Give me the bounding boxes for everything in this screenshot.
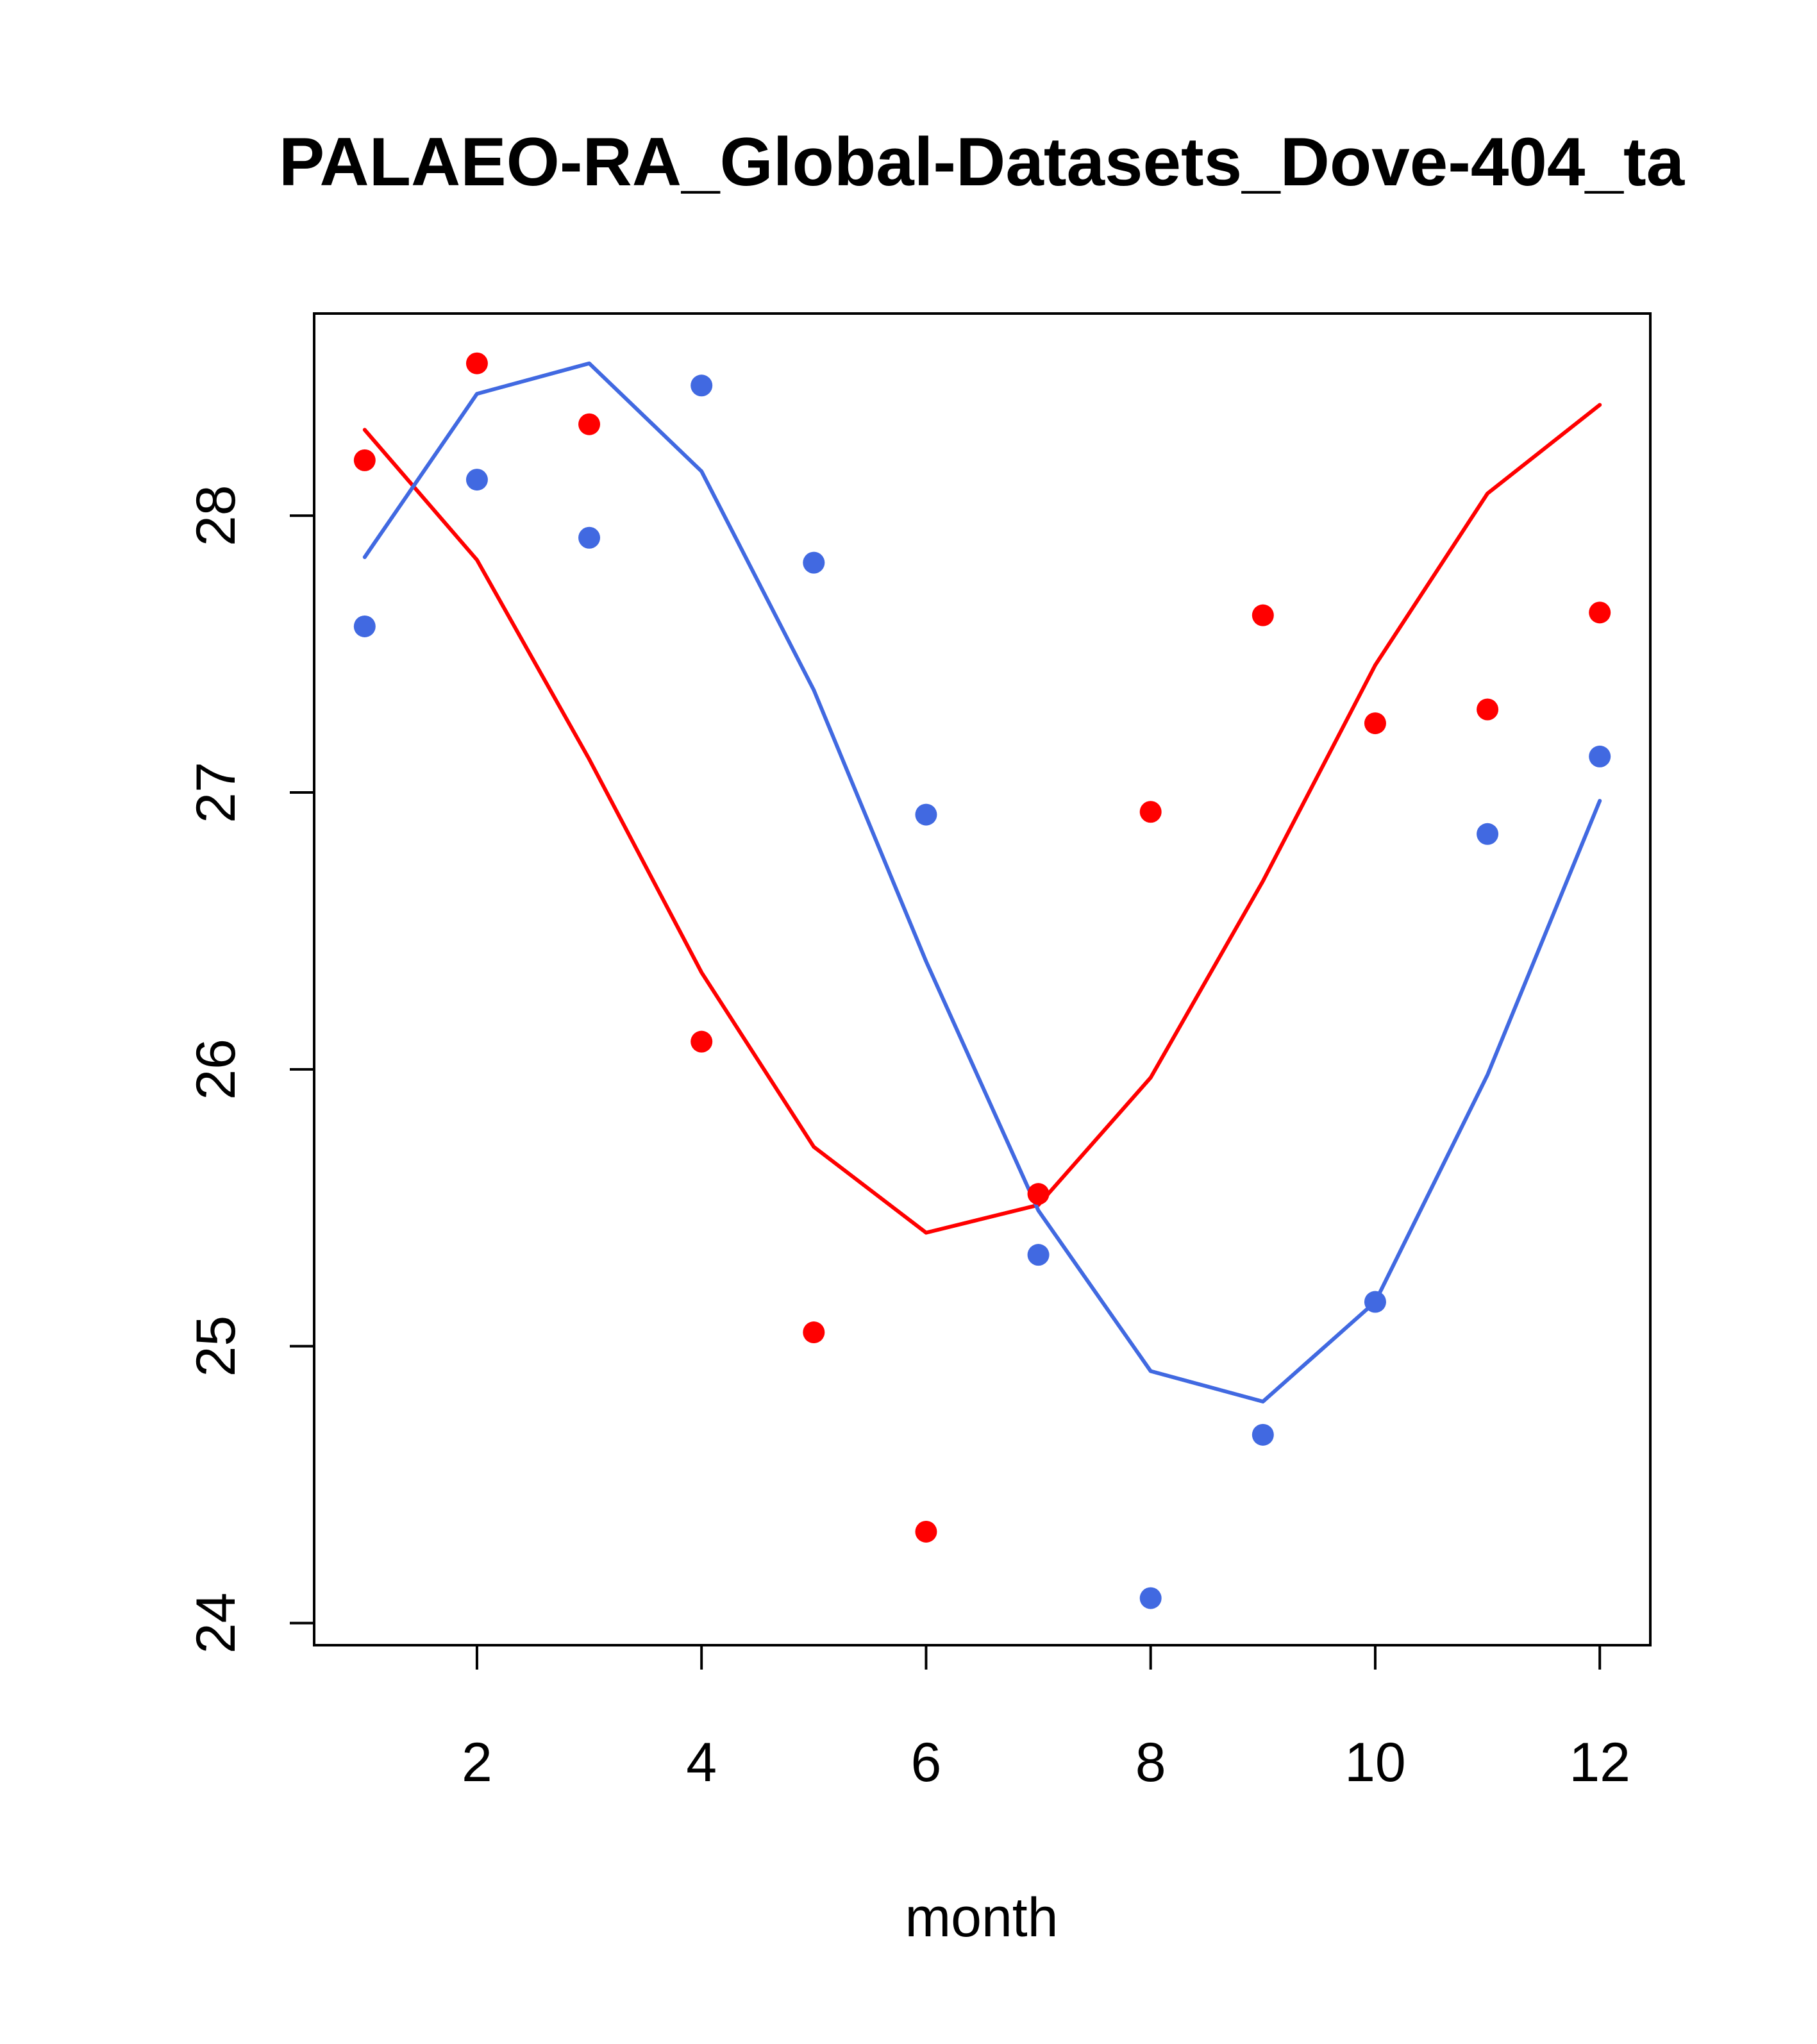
- data-point: [1364, 712, 1386, 735]
- chart-title: PALAEO-RA_Global-Datasets_Dove-404_ta: [279, 123, 1686, 200]
- data-point: [1477, 823, 1499, 845]
- data-point: [1027, 1183, 1050, 1205]
- data-point: [915, 1520, 937, 1543]
- plot-frame: [313, 312, 1652, 1646]
- data-point: [353, 615, 376, 637]
- data-point: [1139, 1587, 1162, 1609]
- data-point: [353, 449, 376, 471]
- data-point: [803, 1321, 825, 1344]
- data-point: [1252, 1423, 1274, 1446]
- blue-points: [353, 374, 1611, 1609]
- data-point: [1364, 1291, 1386, 1313]
- data-point: [1477, 698, 1499, 721]
- data-point: [465, 352, 488, 374]
- x-tick-label: 2: [462, 1732, 492, 1793]
- data-point: [465, 469, 488, 491]
- x-tick-label: 4: [686, 1732, 717, 1793]
- data-point: [691, 374, 713, 397]
- data-point: [1589, 745, 1611, 767]
- blue-line: [362, 361, 1602, 1404]
- data-point: [1252, 604, 1274, 626]
- x-axis-label: month: [905, 1887, 1058, 1948]
- red-points: [353, 352, 1611, 1543]
- x-tick-label: 10: [1344, 1732, 1406, 1793]
- x-tick-label: 8: [1135, 1732, 1166, 1793]
- x-axis: 2 4 6 8 10 12: [462, 1644, 1630, 1793]
- data-point: [803, 551, 825, 574]
- data-point: [1139, 801, 1162, 823]
- data-point: [578, 526, 601, 549]
- y-tick-label: 27: [185, 762, 247, 823]
- data-point: [691, 1030, 713, 1053]
- x-tick-label: 6: [911, 1732, 942, 1793]
- y-tick-label: 28: [185, 485, 247, 546]
- y-tick-label: 26: [185, 1039, 247, 1100]
- data-point: [578, 413, 601, 435]
- y-tick-label: 25: [185, 1316, 247, 1377]
- y-axis: 24 25 26 27 28: [185, 485, 315, 1654]
- series-layer: [353, 352, 1611, 1609]
- data-point: [1589, 601, 1611, 624]
- x-tick-label: 12: [1569, 1732, 1630, 1793]
- red-line: [362, 403, 1602, 1235]
- data-point: [915, 803, 937, 826]
- data-point: [1027, 1244, 1050, 1266]
- y-tick-label: 24: [185, 1593, 247, 1654]
